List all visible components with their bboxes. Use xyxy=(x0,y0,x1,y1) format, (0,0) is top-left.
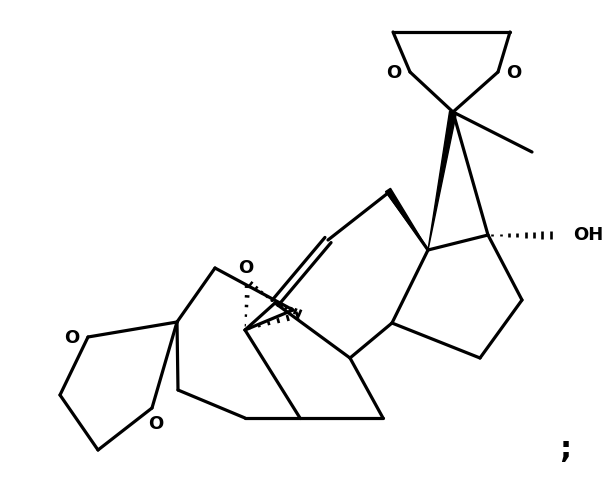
Text: O: O xyxy=(238,259,254,277)
Text: OH: OH xyxy=(573,226,603,244)
Polygon shape xyxy=(428,111,456,250)
Text: O: O xyxy=(148,415,164,433)
Text: ;: ; xyxy=(559,436,571,464)
Polygon shape xyxy=(386,189,428,250)
Text: O: O xyxy=(506,64,522,82)
Text: O: O xyxy=(386,64,402,82)
Text: O: O xyxy=(65,329,79,347)
